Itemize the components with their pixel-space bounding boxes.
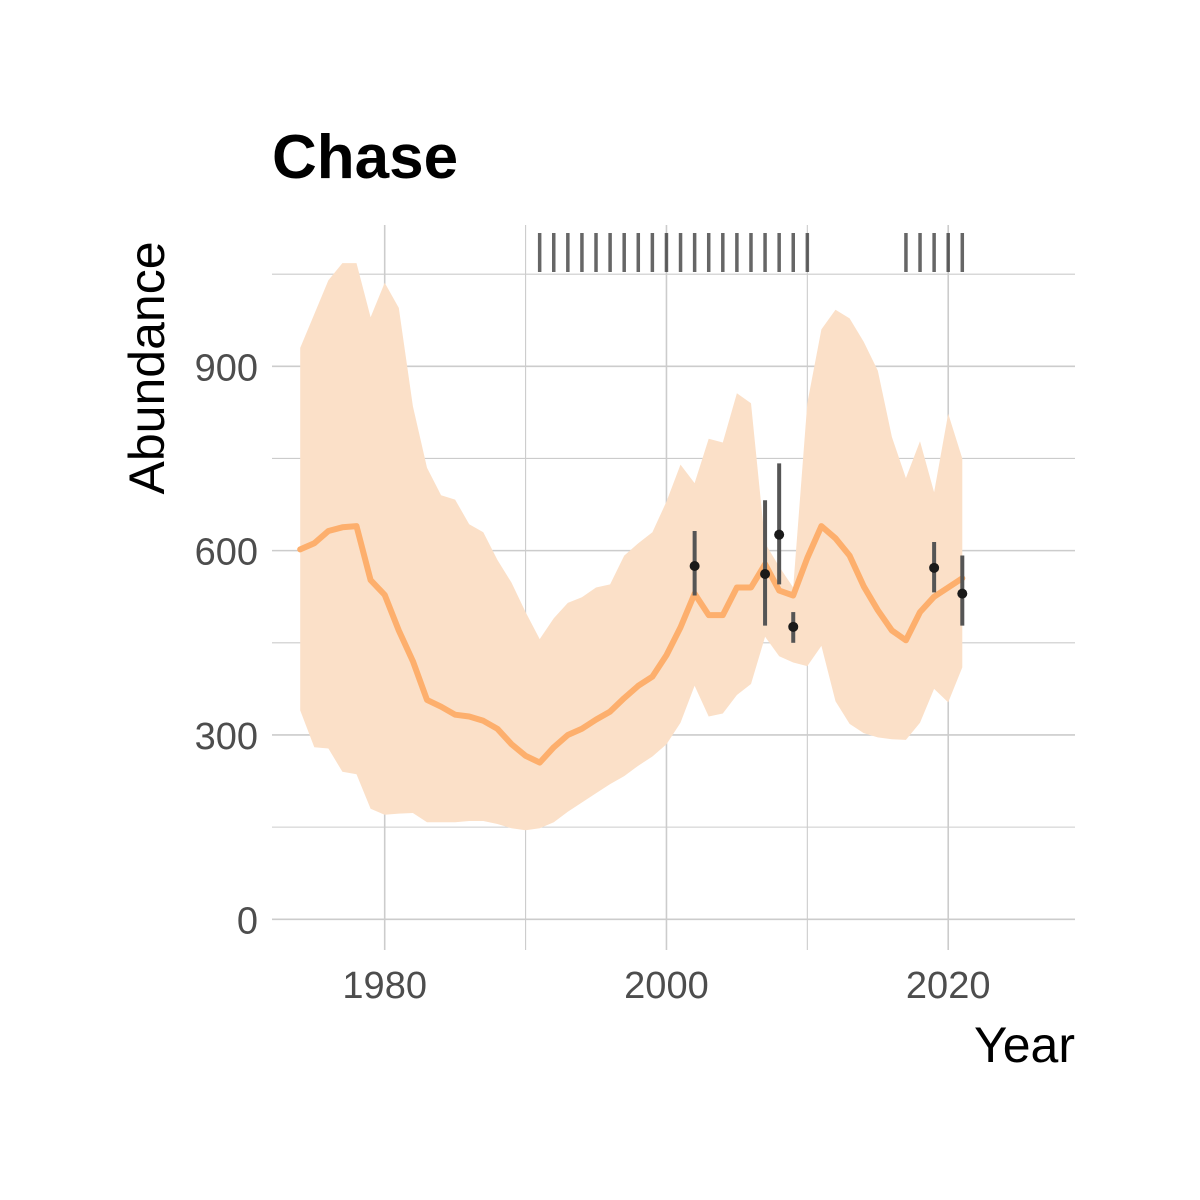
chart-title: Chase — [272, 123, 458, 192]
observation-point — [929, 562, 940, 573]
x-tick-label: 2000 — [624, 965, 709, 1007]
y-axis-title: Abundance — [119, 241, 175, 494]
x-axis-title: Year — [974, 1017, 1075, 1073]
confidence-band-layer — [300, 263, 963, 831]
observation-point — [957, 588, 968, 599]
observation-point — [760, 568, 771, 579]
y-tick-label: 900 — [195, 347, 258, 389]
confidence-band — [300, 263, 963, 831]
y-tick-label: 600 — [195, 532, 258, 574]
y-tick-label: 0 — [237, 900, 258, 942]
x-tick-label: 2020 — [906, 965, 991, 1007]
y-axis-ticks: 0 300 600 900 — [195, 347, 258, 942]
observation-point — [788, 621, 799, 632]
x-axis-ticks: 1980 2000 2020 — [342, 965, 990, 1007]
observation-point — [774, 529, 785, 540]
y-tick-label: 300 — [195, 716, 258, 758]
observation-layer — [689, 463, 968, 643]
estimate-line-layer — [297, 523, 966, 766]
rug-layer — [537, 233, 965, 272]
estimate-line — [297, 523, 966, 766]
x-tick-label: 1980 — [342, 965, 427, 1007]
observation-point — [689, 560, 700, 571]
